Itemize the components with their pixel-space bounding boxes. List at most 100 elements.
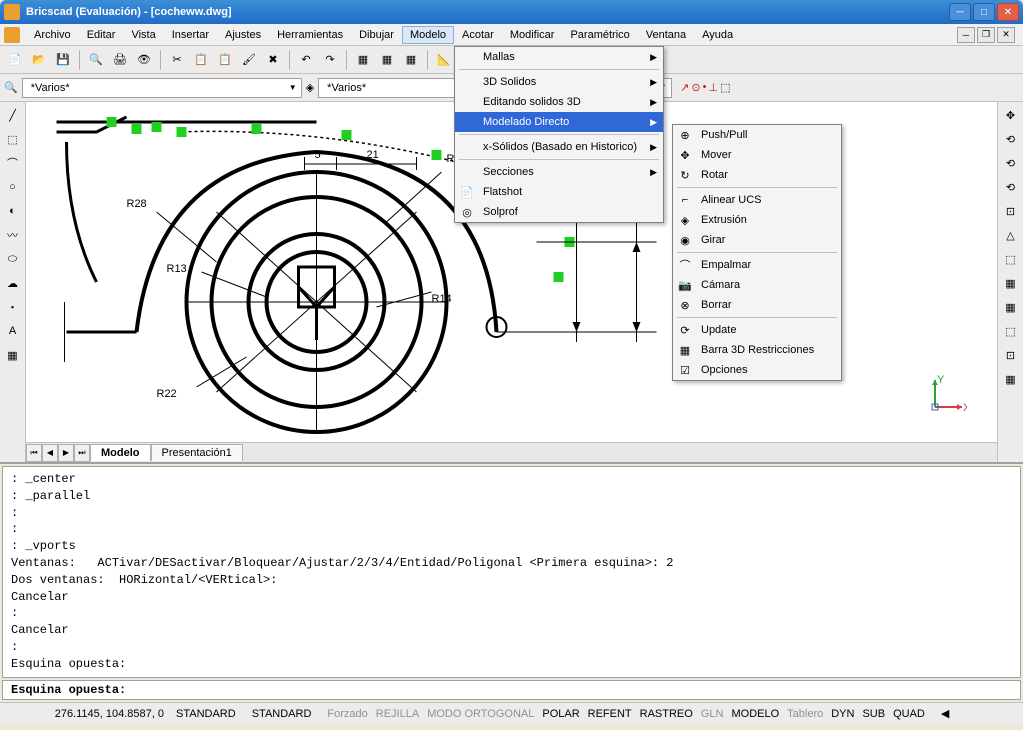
toolbar-btn-16[interactable]: 📐 xyxy=(433,49,455,71)
snap-btn-1[interactable]: ⊙ xyxy=(691,81,700,94)
tab-prev-button[interactable]: ◀ xyxy=(42,444,58,462)
status-std1[interactable]: STANDARD xyxy=(172,708,240,720)
tab-modelo[interactable]: Modelo xyxy=(90,444,151,461)
layer-manager-button[interactable]: 🔍 xyxy=(4,81,18,94)
toolbar-btn-8[interactable]: 📋 xyxy=(214,49,236,71)
menuitem-mallas[interactable]: Mallas▶ xyxy=(455,47,663,67)
toolbar-btn-12[interactable]: ↷ xyxy=(319,49,341,71)
draw-btn-8[interactable]: ・ xyxy=(2,296,24,318)
status-quad[interactable]: QUAD xyxy=(889,708,929,720)
doc-restore-button[interactable]: ❐ xyxy=(977,27,995,43)
toolbar-btn-7[interactable]: 📋 xyxy=(190,49,212,71)
menu-dibujar[interactable]: Dibujar xyxy=(351,26,402,44)
layer-combo[interactable]: *Varios* ▼ xyxy=(22,78,302,98)
modify-btn-5[interactable]: △ xyxy=(1000,224,1022,246)
draw-btn-6[interactable]: ⬭ xyxy=(2,248,24,270)
menu-ajustes[interactable]: Ajustes xyxy=(217,26,269,44)
menu-modelo[interactable]: Modelo xyxy=(402,26,454,44)
menuitem-push-pull[interactable]: ⊕Push/Pull xyxy=(673,125,841,145)
status-sub[interactable]: SUB xyxy=(858,708,889,720)
toolbar-btn-4[interactable]: 🖨 xyxy=(109,49,131,71)
draw-btn-10[interactable]: ▦ xyxy=(2,344,24,366)
status-std2[interactable]: STANDARD xyxy=(248,708,316,720)
modify-btn-11[interactable]: ▦ xyxy=(1000,368,1022,390)
menuitem-alinear-ucs[interactable]: ⌐Alinear UCS xyxy=(673,190,841,210)
menu-modificar[interactable]: Modificar xyxy=(502,26,563,44)
menuitem-barra-3d-restricciones[interactable]: ▦Barra 3D Restricciones xyxy=(673,340,841,360)
menuitem-extrusi-n[interactable]: ◈Extrusión xyxy=(673,210,841,230)
menuitem-girar[interactable]: ◉Girar xyxy=(673,230,841,250)
tab-presentacion1[interactable]: Presentación1 xyxy=(151,444,243,461)
menuitem-c-mara[interactable]: 📷Cámara xyxy=(673,275,841,295)
menuitem-empalmar[interactable]: ⌒Empalmar xyxy=(673,255,841,275)
menuitem-flatshot[interactable]: 📄Flatshot xyxy=(455,182,663,202)
tab-next-button[interactable]: ▶ xyxy=(58,444,74,462)
snap-btn-3[interactable]: ⊥ xyxy=(708,81,718,94)
doc-close-button[interactable]: ✕ xyxy=(997,27,1015,43)
toolbar-btn-3[interactable]: 🔍 xyxy=(85,49,107,71)
menu-archivo[interactable]: Archivo xyxy=(26,26,79,44)
menu-paramétrico[interactable]: Paramétrico xyxy=(562,26,637,44)
modify-btn-0[interactable]: ✥ xyxy=(1000,104,1022,126)
snap-btn-4[interactable]: ⬚ xyxy=(720,81,730,94)
menu-editar[interactable]: Editar xyxy=(79,26,124,44)
menuitem-editando-solidos-3d[interactable]: Editando solidos 3D▶ xyxy=(455,92,663,112)
status-polar[interactable]: POLAR xyxy=(538,708,583,720)
doc-minimize-button[interactable]: ─ xyxy=(957,27,975,43)
minimize-button[interactable]: ─ xyxy=(949,3,971,21)
toolbar-btn-6[interactable]: ✂ xyxy=(166,49,188,71)
status-rejilla[interactable]: REJILLA xyxy=(372,708,423,720)
draw-btn-7[interactable]: ☁ xyxy=(2,272,24,294)
toolbar-btn-5[interactable]: 👁 xyxy=(133,49,155,71)
menuitem-modelado-directo[interactable]: Modelado Directo▶ xyxy=(455,112,663,132)
toolbar-btn-13[interactable]: ▦ xyxy=(352,49,374,71)
snap-btn-2[interactable]: • xyxy=(703,81,707,94)
command-history[interactable]: : _center : _parallel : : : _vports Vent… xyxy=(2,466,1021,678)
menuitem-mover[interactable]: ✥Mover xyxy=(673,145,841,165)
menu-acotar[interactable]: Acotar xyxy=(454,26,502,44)
modify-btn-7[interactable]: ▦ xyxy=(1000,272,1022,294)
toolbar-btn-1[interactable]: 📂 xyxy=(28,49,50,71)
menuitem-solprof[interactable]: ◎Solprof xyxy=(455,202,663,222)
layer-states-button[interactable]: ◈ xyxy=(306,81,314,94)
menu-vista[interactable]: Vista xyxy=(123,26,163,44)
close-button[interactable]: ✕ xyxy=(997,3,1019,21)
toolbar-btn-9[interactable]: 🖌 xyxy=(238,49,260,71)
modify-btn-3[interactable]: ⟲ xyxy=(1000,176,1022,198)
modify-btn-10[interactable]: ⊡ xyxy=(1000,344,1022,366)
menuitem-x-s-lidos-basado-en-historico-[interactable]: x-Sólidos (Basado en Historico)▶ xyxy=(455,137,663,157)
draw-btn-3[interactable]: ○ xyxy=(2,176,24,198)
status-forzado[interactable]: Forzado xyxy=(323,708,371,720)
status-coords[interactable]: 276.1145, 104.8587, 0 xyxy=(4,708,164,720)
snap-btn-0[interactable]: ↗ xyxy=(680,81,689,94)
toolbar-btn-2[interactable]: 💾 xyxy=(52,49,74,71)
maximize-button[interactable]: □ xyxy=(973,3,995,21)
menuitem-3d-solidos[interactable]: 3D Solidos▶ xyxy=(455,72,663,92)
draw-btn-9[interactable]: A xyxy=(2,320,24,342)
toolbar-btn-15[interactable]: ▦ xyxy=(400,49,422,71)
status-tablero[interactable]: Tablero xyxy=(783,708,827,720)
toolbar-btn-14[interactable]: ▦ xyxy=(376,49,398,71)
draw-btn-2[interactable]: ⌒ xyxy=(2,152,24,174)
command-input[interactable]: Esquina opuesta: xyxy=(2,680,1021,700)
status-modo-ortogonal[interactable]: MODO ORTOGONAL xyxy=(423,708,538,720)
menuitem-borrar[interactable]: ⊗Borrar xyxy=(673,295,841,315)
draw-btn-4[interactable]: ◐ xyxy=(2,200,24,222)
status-rastreo[interactable]: RASTREO xyxy=(636,708,697,720)
modify-btn-1[interactable]: ⟲ xyxy=(1000,128,1022,150)
status-dyn[interactable]: DYN xyxy=(827,708,858,720)
status-arrow[interactable]: ◀ xyxy=(937,707,953,720)
draw-btn-5[interactable]: 〰 xyxy=(2,224,24,246)
menu-herramientas[interactable]: Herramientas xyxy=(269,26,351,44)
modify-btn-9[interactable]: ⬚ xyxy=(1000,320,1022,342)
menu-insertar[interactable]: Insertar xyxy=(164,26,217,44)
modify-btn-2[interactable]: ⟲ xyxy=(1000,152,1022,174)
toolbar-btn-11[interactable]: ↶ xyxy=(295,49,317,71)
modify-btn-6[interactable]: ⬚ xyxy=(1000,248,1022,270)
modify-btn-4[interactable]: ⊡ xyxy=(1000,200,1022,222)
status-refent[interactable]: REFENT xyxy=(584,708,636,720)
modify-btn-8[interactable]: ▦ xyxy=(1000,296,1022,318)
menuitem-rotar[interactable]: ↻Rotar xyxy=(673,165,841,185)
status-modelo[interactable]: MODELO xyxy=(727,708,783,720)
menuitem-opciones[interactable]: ☑Opciones xyxy=(673,360,841,380)
